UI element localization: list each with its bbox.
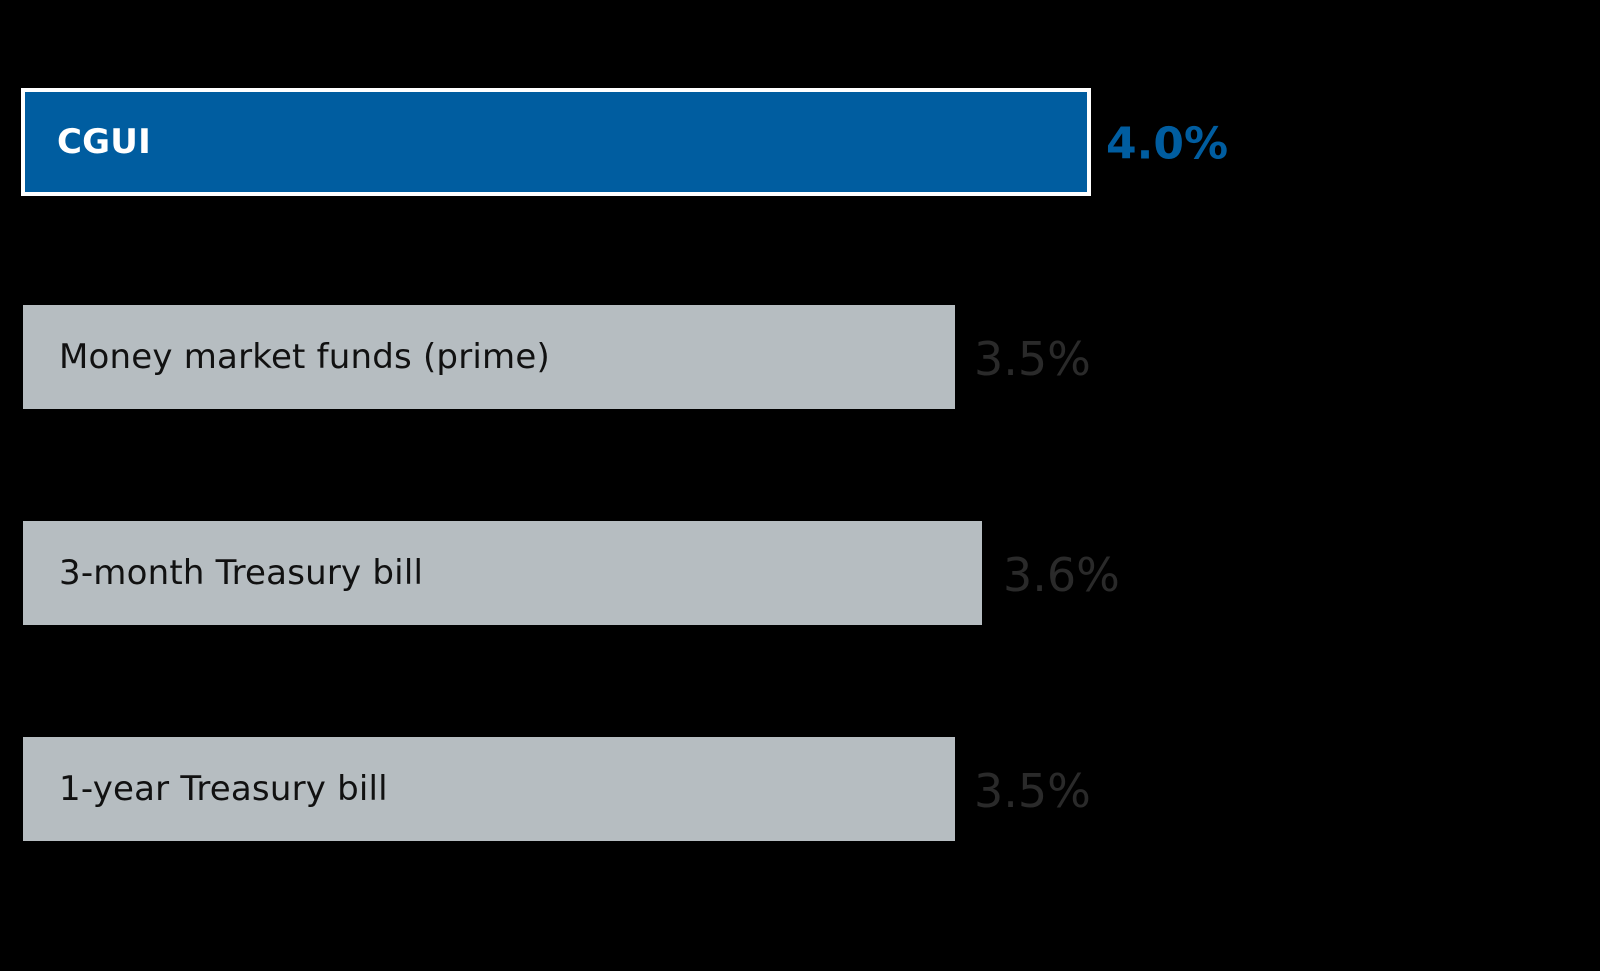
value-label-cgui: 4.0% (1106, 118, 1229, 170)
bar-row-money-market-funds: Money market funds (prime) 3.5% (0, 305, 1600, 413)
bar-label-1-year-treasury: 1-year Treasury bill (59, 769, 388, 809)
value-label-1-year-treasury: 3.5% (974, 764, 1091, 818)
bar-cgui: CGUI (21, 88, 1091, 196)
value-label-3-month-treasury: 3.6% (1003, 548, 1120, 602)
bar-row-1-year-treasury: 1-year Treasury bill 3.5% (0, 737, 1600, 845)
bar-3-month-treasury: 3-month Treasury bill (23, 521, 982, 625)
bar-row-cgui: CGUI 4.0% (0, 88, 1600, 198)
bar-money-market-funds: Money market funds (prime) (23, 305, 955, 409)
bar-row-3-month-treasury: 3-month Treasury bill 3.6% (0, 521, 1600, 629)
value-label-money-market-funds: 3.5% (974, 332, 1091, 386)
bar-label-money-market-funds: Money market funds (prime) (59, 337, 550, 377)
bar-label-cgui: CGUI (57, 122, 151, 162)
bar-1-year-treasury: 1-year Treasury bill (23, 737, 955, 841)
bar-label-3-month-treasury: 3-month Treasury bill (59, 553, 424, 593)
